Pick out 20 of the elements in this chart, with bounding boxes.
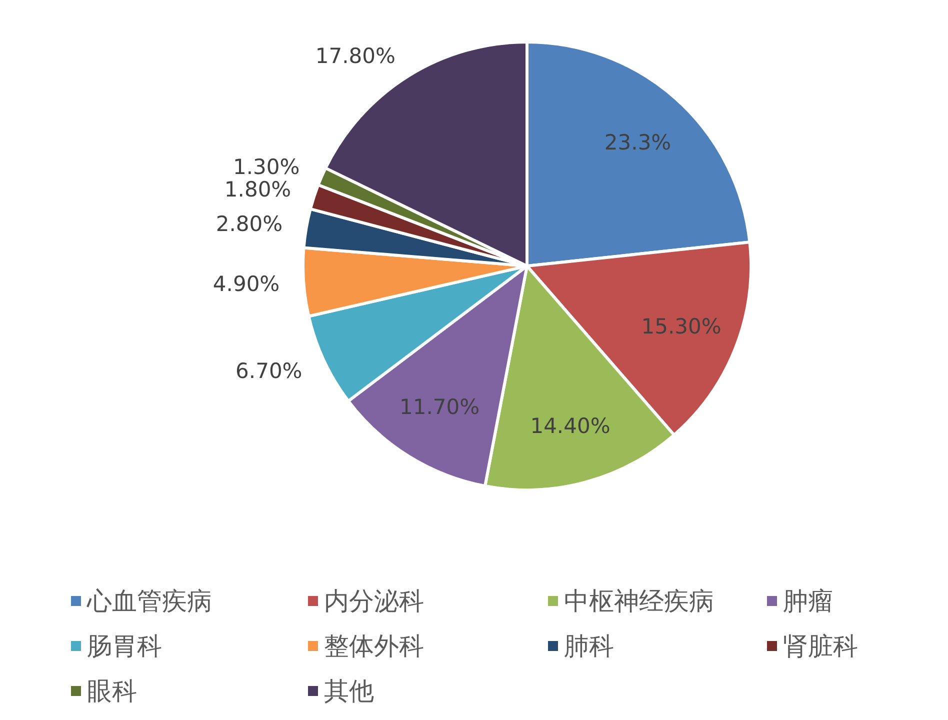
- legend-label: 肺科: [564, 632, 614, 660]
- legend-label: 肾脏科: [783, 632, 858, 660]
- legend-label: 眼科: [87, 676, 137, 706]
- legend-label: 内分泌科: [324, 586, 424, 616]
- legend-label: 心血管疾病: [86, 586, 212, 616]
- data-label: 1.80%: [224, 177, 292, 202]
- data-label: 11.70%: [399, 394, 480, 419]
- data-label: 14.40%: [530, 414, 610, 438]
- data-label: 6.70%: [236, 358, 302, 383]
- legend-label: 其他: [324, 676, 374, 706]
- legend-label: 中枢神经疾病: [564, 586, 714, 616]
- data-label: 1.30%: [232, 154, 300, 179]
- data-label: 4.90%: [212, 272, 280, 296]
- legend-label: 肠胃科: [87, 632, 162, 660]
- data-label: 23.3%: [604, 130, 672, 155]
- data-label: 17.80%: [315, 44, 396, 68]
- legend-label: 肿瘤: [783, 586, 833, 616]
- data-label: 2.80%: [216, 212, 283, 236]
- legend-label: 整体外科: [324, 632, 424, 660]
- data-label: 15.30%: [641, 314, 722, 339]
